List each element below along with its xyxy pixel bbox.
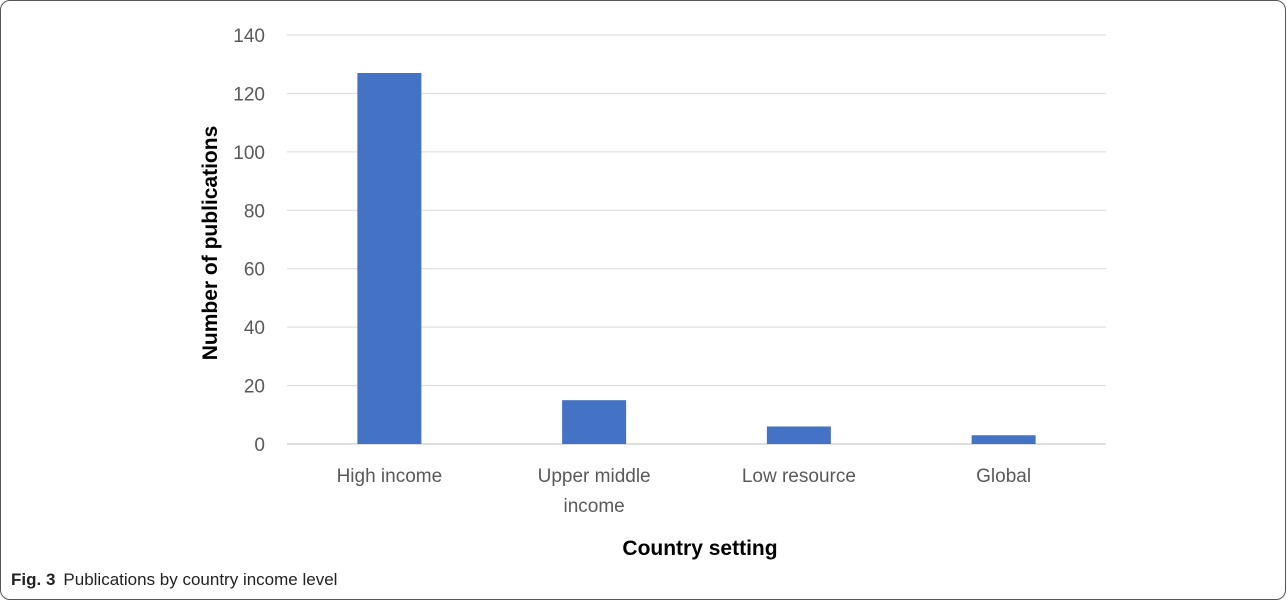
figure-caption-label: Fig. 3 [11, 570, 56, 589]
y-tick-label: 80 [244, 201, 265, 222]
bar [766, 426, 831, 444]
bar [562, 400, 627, 444]
y-tick-label: 40 [244, 318, 265, 339]
figure-caption-text: Publications by country income level [63, 570, 338, 589]
x-tick-label: Upper middle income [538, 466, 651, 517]
y-tick-label: 120 [233, 84, 265, 105]
x-tick-label: Global [976, 466, 1031, 487]
y-tick-label: 60 [244, 260, 265, 281]
y-axis-label: Number of publications [199, 126, 222, 361]
y-tick-label: 100 [233, 143, 265, 164]
y-tick-label: 0 [254, 435, 265, 456]
figure-caption: Fig. 3 Publications by country income lev… [11, 570, 337, 590]
y-tick-label: 20 [244, 377, 265, 398]
y-tick-label: 140 [233, 26, 265, 47]
x-tick-label: Low resource [742, 466, 856, 487]
bar [971, 435, 1036, 444]
bar [357, 72, 422, 444]
x-axis-label: Country setting [622, 537, 777, 560]
x-tick-label: High income [337, 466, 443, 487]
